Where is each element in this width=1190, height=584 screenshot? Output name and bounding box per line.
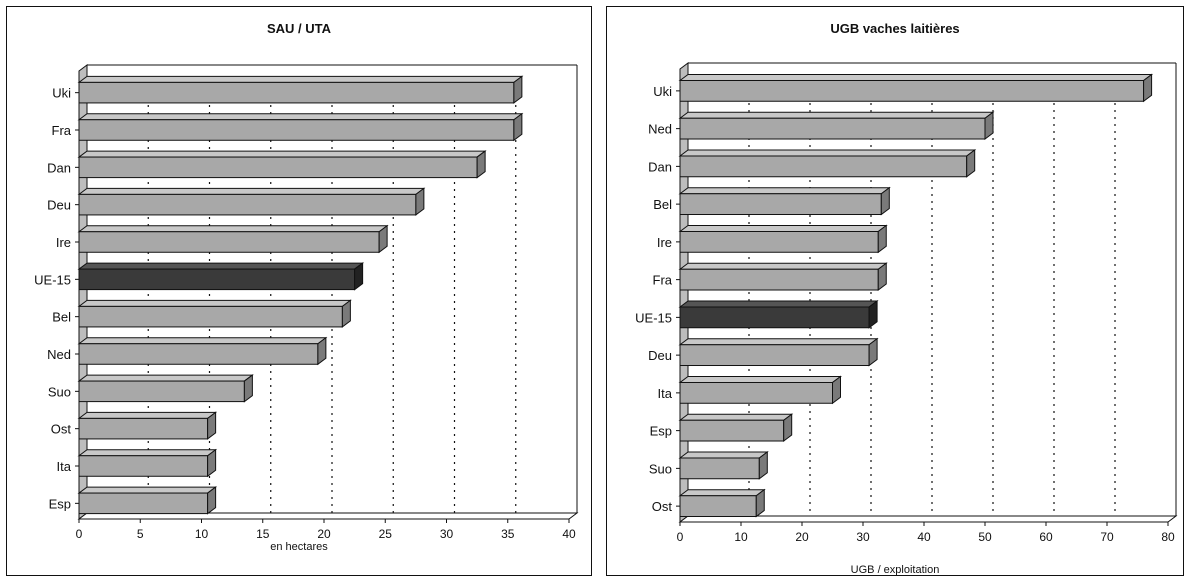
x-tick-label: 30 — [856, 530, 870, 544]
category-label-esp: Esp — [49, 496, 71, 511]
x-tick-label: 80 — [1161, 530, 1175, 544]
chart-title: UGB vaches laitières — [830, 21, 960, 36]
category-label-uki: Uki — [52, 86, 71, 101]
x-tick-label: 20 — [317, 527, 331, 541]
bar-deu — [678, 337, 879, 367]
chart-panel-ugb-vaches: UGB vaches laitières Uki Ned Dan Bel Ire Fra U… — [606, 6, 1184, 576]
x-tick-label: 40 — [562, 527, 576, 541]
chart-title: SAU / UTA — [266, 21, 332, 36]
bar-ita — [77, 448, 218, 478]
category-label-fra: Fra — [653, 273, 673, 288]
category-label-fra: Fra — [52, 123, 72, 138]
x-tick-label: 20 — [795, 530, 809, 544]
bar-deu — [77, 187, 426, 216]
bar-suo — [678, 450, 769, 480]
bar-ost — [678, 488, 766, 518]
category-label-bel: Bel — [653, 197, 672, 212]
category-label-ned: Ned — [47, 347, 71, 362]
x-tick-label: 40 — [917, 530, 931, 544]
bar-bel — [77, 299, 352, 328]
category-label-ned: Ned — [648, 122, 672, 137]
bar-ire — [678, 224, 888, 254]
x-tick-label: 0 — [677, 530, 684, 544]
chart-panel-sau-uta: SAU / UTA Uki Fra Dan Deu Ire UE-15 Bel Ned Suo O… — [6, 6, 592, 576]
x-tick-label: 60 — [1039, 530, 1053, 544]
bar-ue-15 — [77, 262, 365, 291]
bar-ned — [678, 111, 995, 141]
x-tick-label: 30 — [440, 527, 454, 541]
bar-ned — [77, 336, 328, 366]
x-tick-label: 10 — [734, 530, 748, 544]
bar-ire — [77, 224, 389, 254]
category-label-uki: Uki — [653, 84, 672, 99]
category-label-dan: Dan — [47, 160, 71, 175]
category-label-suo: Suo — [649, 461, 672, 476]
category-label-ire: Ire — [56, 235, 71, 250]
chart-ugb-vaches: Uki Ned Dan Bel Ire Fra UE-15 Deu Ita Esp Suo Ost 0 1… — [635, 62, 1178, 544]
x-axis-label: UGB / exploitation — [850, 564, 940, 576]
bar-dan — [77, 150, 487, 179]
x-tick-label: 0 — [76, 527, 83, 541]
bar-uki — [678, 73, 1154, 103]
x-tick-label: 50 — [978, 530, 992, 544]
category-label-ost: Ost — [51, 422, 72, 437]
x-tick-label: 35 — [501, 527, 515, 541]
category-label-ita: Ita — [658, 386, 673, 401]
x-tick-label: 15 — [256, 527, 270, 541]
category-label-dan: Dan — [648, 159, 672, 174]
category-label-ost: Ost — [652, 499, 673, 514]
bar-ost — [77, 411, 218, 440]
category-label-suo: Suo — [48, 384, 71, 399]
category-label-ue-15: UE-15 — [34, 272, 71, 287]
category-label-deu: Deu — [648, 348, 672, 363]
bar-uki — [77, 75, 524, 104]
bar-esp — [77, 486, 218, 515]
chart-sau-uta: Uki Fra Dan Deu Ire UE-15 Bel Ned Suo Ost Ita Esp 0 5… — [34, 64, 579, 541]
bar-fra — [77, 112, 524, 142]
x-axis-label: en hectares — [270, 541, 328, 553]
bar-ita — [678, 375, 842, 405]
category-label-deu: Deu — [47, 198, 71, 213]
bar-suo — [77, 374, 254, 403]
bar-fra — [678, 262, 888, 292]
bar-ue-15 — [678, 299, 879, 329]
bar-esp — [678, 413, 794, 443]
category-label-bel: Bel — [52, 310, 71, 325]
category-label-ue-15: UE-15 — [635, 310, 672, 325]
bar-dan — [678, 148, 977, 178]
x-tick-label: 5 — [137, 527, 144, 541]
x-tick-label: 25 — [379, 527, 393, 541]
category-label-esp: Esp — [650, 424, 672, 439]
bar-bel — [678, 186, 891, 216]
category-label-ire: Ire — [657, 235, 672, 250]
x-tick-label: 70 — [1100, 530, 1114, 544]
x-tick-label: 10 — [195, 527, 209, 541]
category-label-ita: Ita — [57, 459, 72, 474]
